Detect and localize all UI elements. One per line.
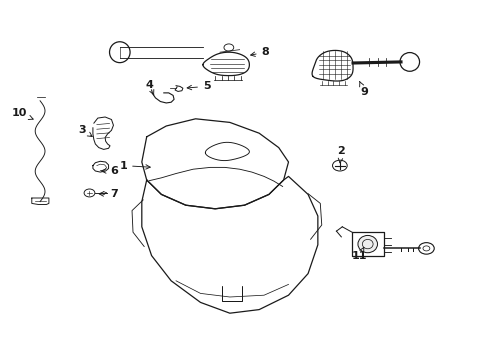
Text: 7: 7	[99, 189, 118, 199]
Text: 6: 6	[102, 166, 118, 176]
Text: 11: 11	[351, 247, 366, 261]
Text: 8: 8	[250, 47, 269, 57]
Text: 4: 4	[145, 80, 154, 95]
Ellipse shape	[357, 235, 377, 253]
Text: 9: 9	[359, 81, 367, 97]
Text: 10: 10	[12, 108, 33, 120]
Text: 5: 5	[187, 81, 210, 91]
Text: 2: 2	[337, 146, 345, 163]
Text: 3: 3	[78, 125, 92, 136]
Text: 1: 1	[119, 161, 150, 171]
